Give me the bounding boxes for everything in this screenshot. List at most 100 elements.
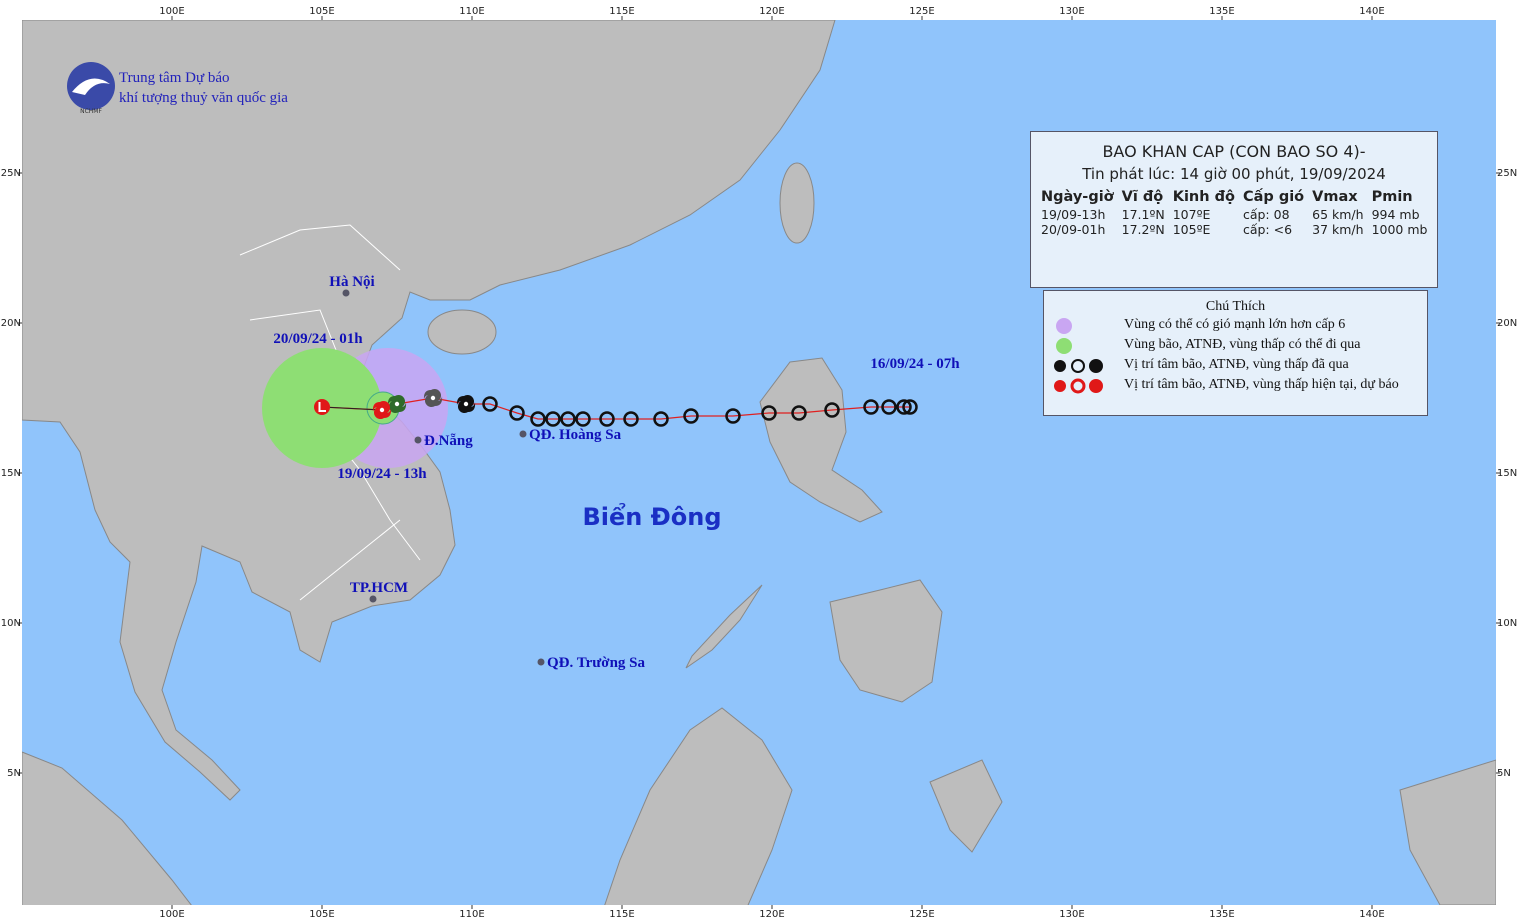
lon-label: 105E xyxy=(309,909,334,919)
past-position xyxy=(623,411,639,427)
lon-label: 135E xyxy=(1209,909,1234,919)
past-position xyxy=(560,411,576,427)
past-position xyxy=(863,399,879,415)
place-dot xyxy=(519,430,527,438)
logo-line1: Trung tâm Dự báo xyxy=(119,70,230,86)
lon-label: 105E xyxy=(309,6,334,17)
past-position xyxy=(545,411,561,427)
info-table: Ngày-giờ Vĩ độ Kinh độ Cấp gió Vmax Pmin 19/09… xyxy=(1039,189,1433,237)
lon-label: 115E xyxy=(609,6,634,17)
frame-right xyxy=(1496,0,1519,919)
table-header: Kinh độ xyxy=(1172,189,1235,205)
lon-label: 110E xyxy=(459,909,484,919)
low-letter xyxy=(318,402,326,412)
frame-left xyxy=(0,0,22,919)
track-label: 20/09/24 - 01h xyxy=(273,331,363,347)
table-cell: 1000 mb xyxy=(1371,222,1428,237)
legend-row: Vùng có thể có gió mạnh lớn hơn cấp 6 xyxy=(1044,315,1427,335)
legend-icon xyxy=(1054,378,1103,394)
legend-row: Vị trí tâm bão, ATNĐ, vùng thấp đã qua xyxy=(1044,355,1427,375)
past-storm xyxy=(387,394,407,414)
track-label: 16/09/24 - 07h xyxy=(870,356,960,372)
lon-label: 135E xyxy=(1209,6,1234,17)
frame-bottom xyxy=(0,905,1519,919)
past-position xyxy=(599,411,615,427)
legend-row: Vị trí tâm bão, ATNĐ, vùng thấp hiện tại… xyxy=(1044,375,1427,395)
past-position xyxy=(725,408,741,424)
past-position xyxy=(881,399,897,415)
land xyxy=(21,19,1497,919)
legend-icon xyxy=(1054,359,1103,373)
lon-label: 100E xyxy=(159,909,184,919)
forecast-low xyxy=(314,399,330,415)
lon-label: 120E xyxy=(759,6,784,17)
legend-icon xyxy=(1056,318,1072,334)
place-dot xyxy=(342,289,350,297)
lon-label: 110E xyxy=(459,6,484,17)
place-dot xyxy=(414,436,422,444)
info-title: BAO KHAN CAP (CON BAO SO 4)- xyxy=(1102,142,1366,161)
lon-label: 130E xyxy=(1059,6,1084,17)
table-cell: 994 mb xyxy=(1371,207,1420,222)
lat-label: 15N xyxy=(1497,468,1517,479)
table-header: Ngày-giờ xyxy=(1041,189,1114,205)
table-header: Vĩ độ xyxy=(1121,189,1164,205)
past-position xyxy=(575,411,591,427)
lat-label: 5N xyxy=(1497,768,1511,779)
legend-row: Vùng bão, ATNĐ, vùng thấp có thể đi qua xyxy=(1044,335,1427,355)
track-label: 19/09/24 - 13h xyxy=(337,466,427,482)
past-position xyxy=(791,405,807,421)
legend-text: Vùng có thể có gió mạnh lớn hơn cấp 6 xyxy=(1124,317,1346,332)
current-storm xyxy=(372,400,392,420)
place-dot xyxy=(369,595,377,603)
forecast-line xyxy=(321,406,383,411)
lon-label: 140E xyxy=(1359,909,1384,919)
past-position xyxy=(761,405,777,421)
table-row: 20/09-01h 17.2ºN 105ºE cấp: <6 37 km/h 1000 m… xyxy=(1039,222,1433,237)
lat-label: 25N xyxy=(1497,168,1517,179)
sea-name: Biển Đông xyxy=(582,501,721,531)
lon-label: 125E xyxy=(909,6,934,17)
table-row: 19/09-13h 17.1ºN 107ºE cấp: 08 65 km/h 994 mb xyxy=(1039,207,1433,222)
lat-label: 5N xyxy=(7,768,21,779)
table-cell: 19/09-13h xyxy=(1041,207,1106,222)
lon-label: 115E xyxy=(609,909,634,919)
place-label: Hà Nội xyxy=(329,274,374,290)
track xyxy=(314,388,918,427)
track-line xyxy=(321,397,910,420)
lat-label: 10N xyxy=(1,618,21,629)
legend-text: Vị trí tâm bão, ATNĐ, vùng thấp đã qua xyxy=(1124,357,1349,372)
table-header: Vmax xyxy=(1312,189,1358,205)
table-header: Cấp gió xyxy=(1242,189,1305,205)
table-cell: cấp: 08 xyxy=(1242,207,1290,222)
table-cell: 105ºE xyxy=(1172,222,1211,237)
past-position xyxy=(896,399,912,415)
lon-label: 100E xyxy=(159,6,184,17)
logo-text: NCHMF xyxy=(80,108,102,115)
past-storm xyxy=(423,388,443,408)
legend-title: Chú Thích xyxy=(1205,299,1266,314)
table-cell: cấp: <6 xyxy=(1242,222,1293,237)
past-position xyxy=(509,405,525,421)
place-label: QĐ. Trường Sa xyxy=(547,655,646,671)
low-circle xyxy=(314,399,330,415)
past-position xyxy=(683,408,699,424)
storm-eye xyxy=(430,395,436,401)
legend-text: Vùng bão, ATNĐ, vùng thấp có thể đi qua xyxy=(1124,337,1361,352)
info-box: BAO KHAN CAP (CON BAO SO 4)- Tin phát lú… xyxy=(1030,131,1438,288)
past-position xyxy=(530,411,546,427)
logo-line2: khí tượng thuỷ văn quốc gia xyxy=(119,90,288,106)
lat-label: 20N xyxy=(1,318,21,329)
lon-label: 120E xyxy=(759,909,784,919)
lat-label: 20N xyxy=(1497,318,1517,329)
logo: NCHMF Trung tâm Dự báo khí tượng thuỷ vă… xyxy=(67,62,288,115)
past-position xyxy=(482,396,498,412)
table-cell: 107ºE xyxy=(1172,207,1211,222)
place-label: QĐ. Hoàng Sa xyxy=(529,427,622,443)
place-label: Đ.Nẵng xyxy=(424,433,473,449)
frame-top xyxy=(0,0,1519,20)
table-cell: 37 km/h xyxy=(1312,222,1364,237)
table-cell: 65 km/h xyxy=(1312,207,1364,222)
past-position xyxy=(824,402,840,418)
